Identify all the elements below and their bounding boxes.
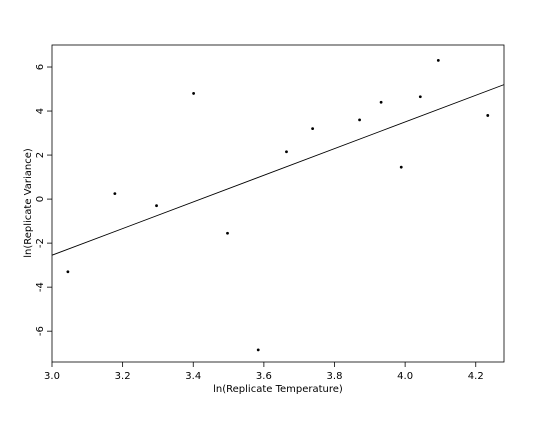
data-point (285, 150, 288, 154)
data-point (155, 204, 158, 208)
y-axis-title: ln(Replicate Variance) (23, 148, 34, 258)
data-point (486, 114, 490, 117)
data-point (226, 231, 229, 235)
x-tick-label: 3.8 (327, 371, 343, 382)
x-axis-title: ln(Replicate Temperature) (213, 384, 343, 395)
data-point (113, 192, 117, 195)
y-tick-label: -4 (35, 282, 46, 292)
data-point (418, 95, 422, 99)
x-tick-label: 3.4 (185, 371, 201, 382)
y-tick-label: 2 (35, 152, 46, 158)
x-axis: 3.0 3.2 3.4 3.6 3.8 4.0 4.2 (44, 362, 484, 382)
x-tick-label: 4.2 (468, 371, 484, 382)
x-tick-label: 4.0 (397, 371, 413, 382)
y-tick-label: 4 (35, 108, 46, 114)
plot-frame (51, 44, 505, 363)
y-tick-label: -2 (35, 238, 46, 248)
y-tick-label: 6 (35, 64, 46, 70)
data-point (436, 59, 440, 62)
data-point (311, 127, 315, 131)
y-tick-label: 0 (35, 196, 46, 202)
fit-line-group (51, 84, 505, 256)
data-point (66, 270, 70, 274)
data-point (192, 92, 196, 95)
y-axis: -6 -4 -2 0 2 4 6 (35, 64, 52, 336)
data-point (358, 118, 361, 122)
y-tick-label: -6 (35, 326, 46, 336)
data-points (66, 59, 490, 352)
data-point (379, 100, 383, 104)
data-point (399, 165, 403, 169)
x-tick-label: 3.6 (256, 371, 272, 382)
regression-line (51, 84, 505, 256)
data-point (256, 348, 260, 352)
x-tick-label: 3.2 (115, 371, 131, 382)
x-tick-label: 3.0 (44, 371, 60, 382)
